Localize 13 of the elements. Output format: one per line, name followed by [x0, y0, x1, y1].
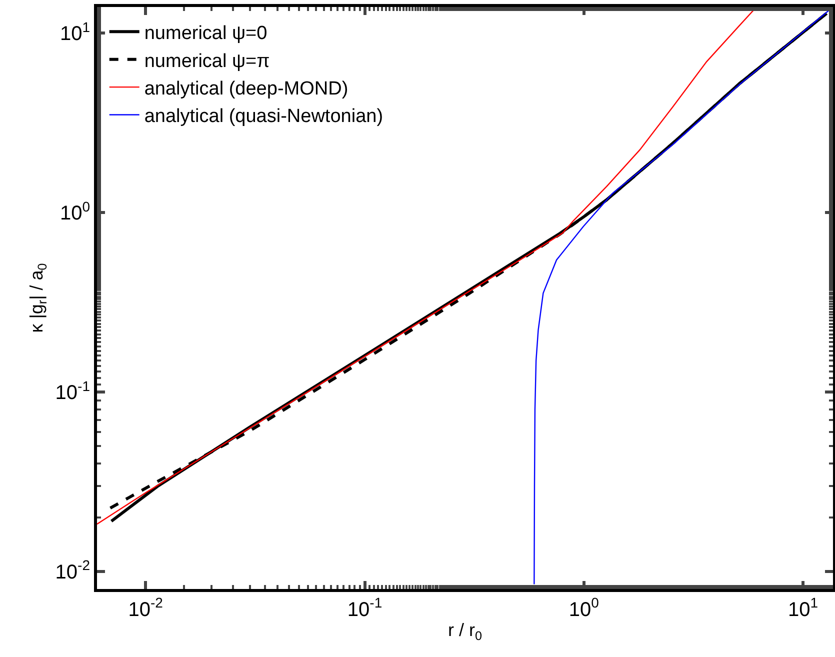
x-tick-label: 10$^{-1}$ [347, 594, 382, 621]
legend-label: numerical ψ=π [144, 50, 270, 72]
y-tick-label: 10$^{-1}$ [55, 378, 90, 404]
y-tick-label: 10$^{-2}$ [55, 557, 90, 584]
x-tick-label: 10$^{0}$ [568, 594, 600, 621]
x-tick-label: 10$^{-2}$ [128, 594, 164, 621]
y-tick-label: 10$^{0}$ [60, 198, 90, 225]
legend-label: analytical (quasi-Newtonian) [144, 106, 384, 128]
legend-label: numerical ψ=0 [144, 23, 268, 44]
legend-label: analytical (deep-MOND) [144, 78, 348, 100]
x-tick-label: 10$^{1}$ [788, 594, 818, 621]
x-axis-title: r / r$_{0}$ [448, 620, 482, 643]
y-tick-label: 10$^{1}$ [60, 18, 90, 46]
